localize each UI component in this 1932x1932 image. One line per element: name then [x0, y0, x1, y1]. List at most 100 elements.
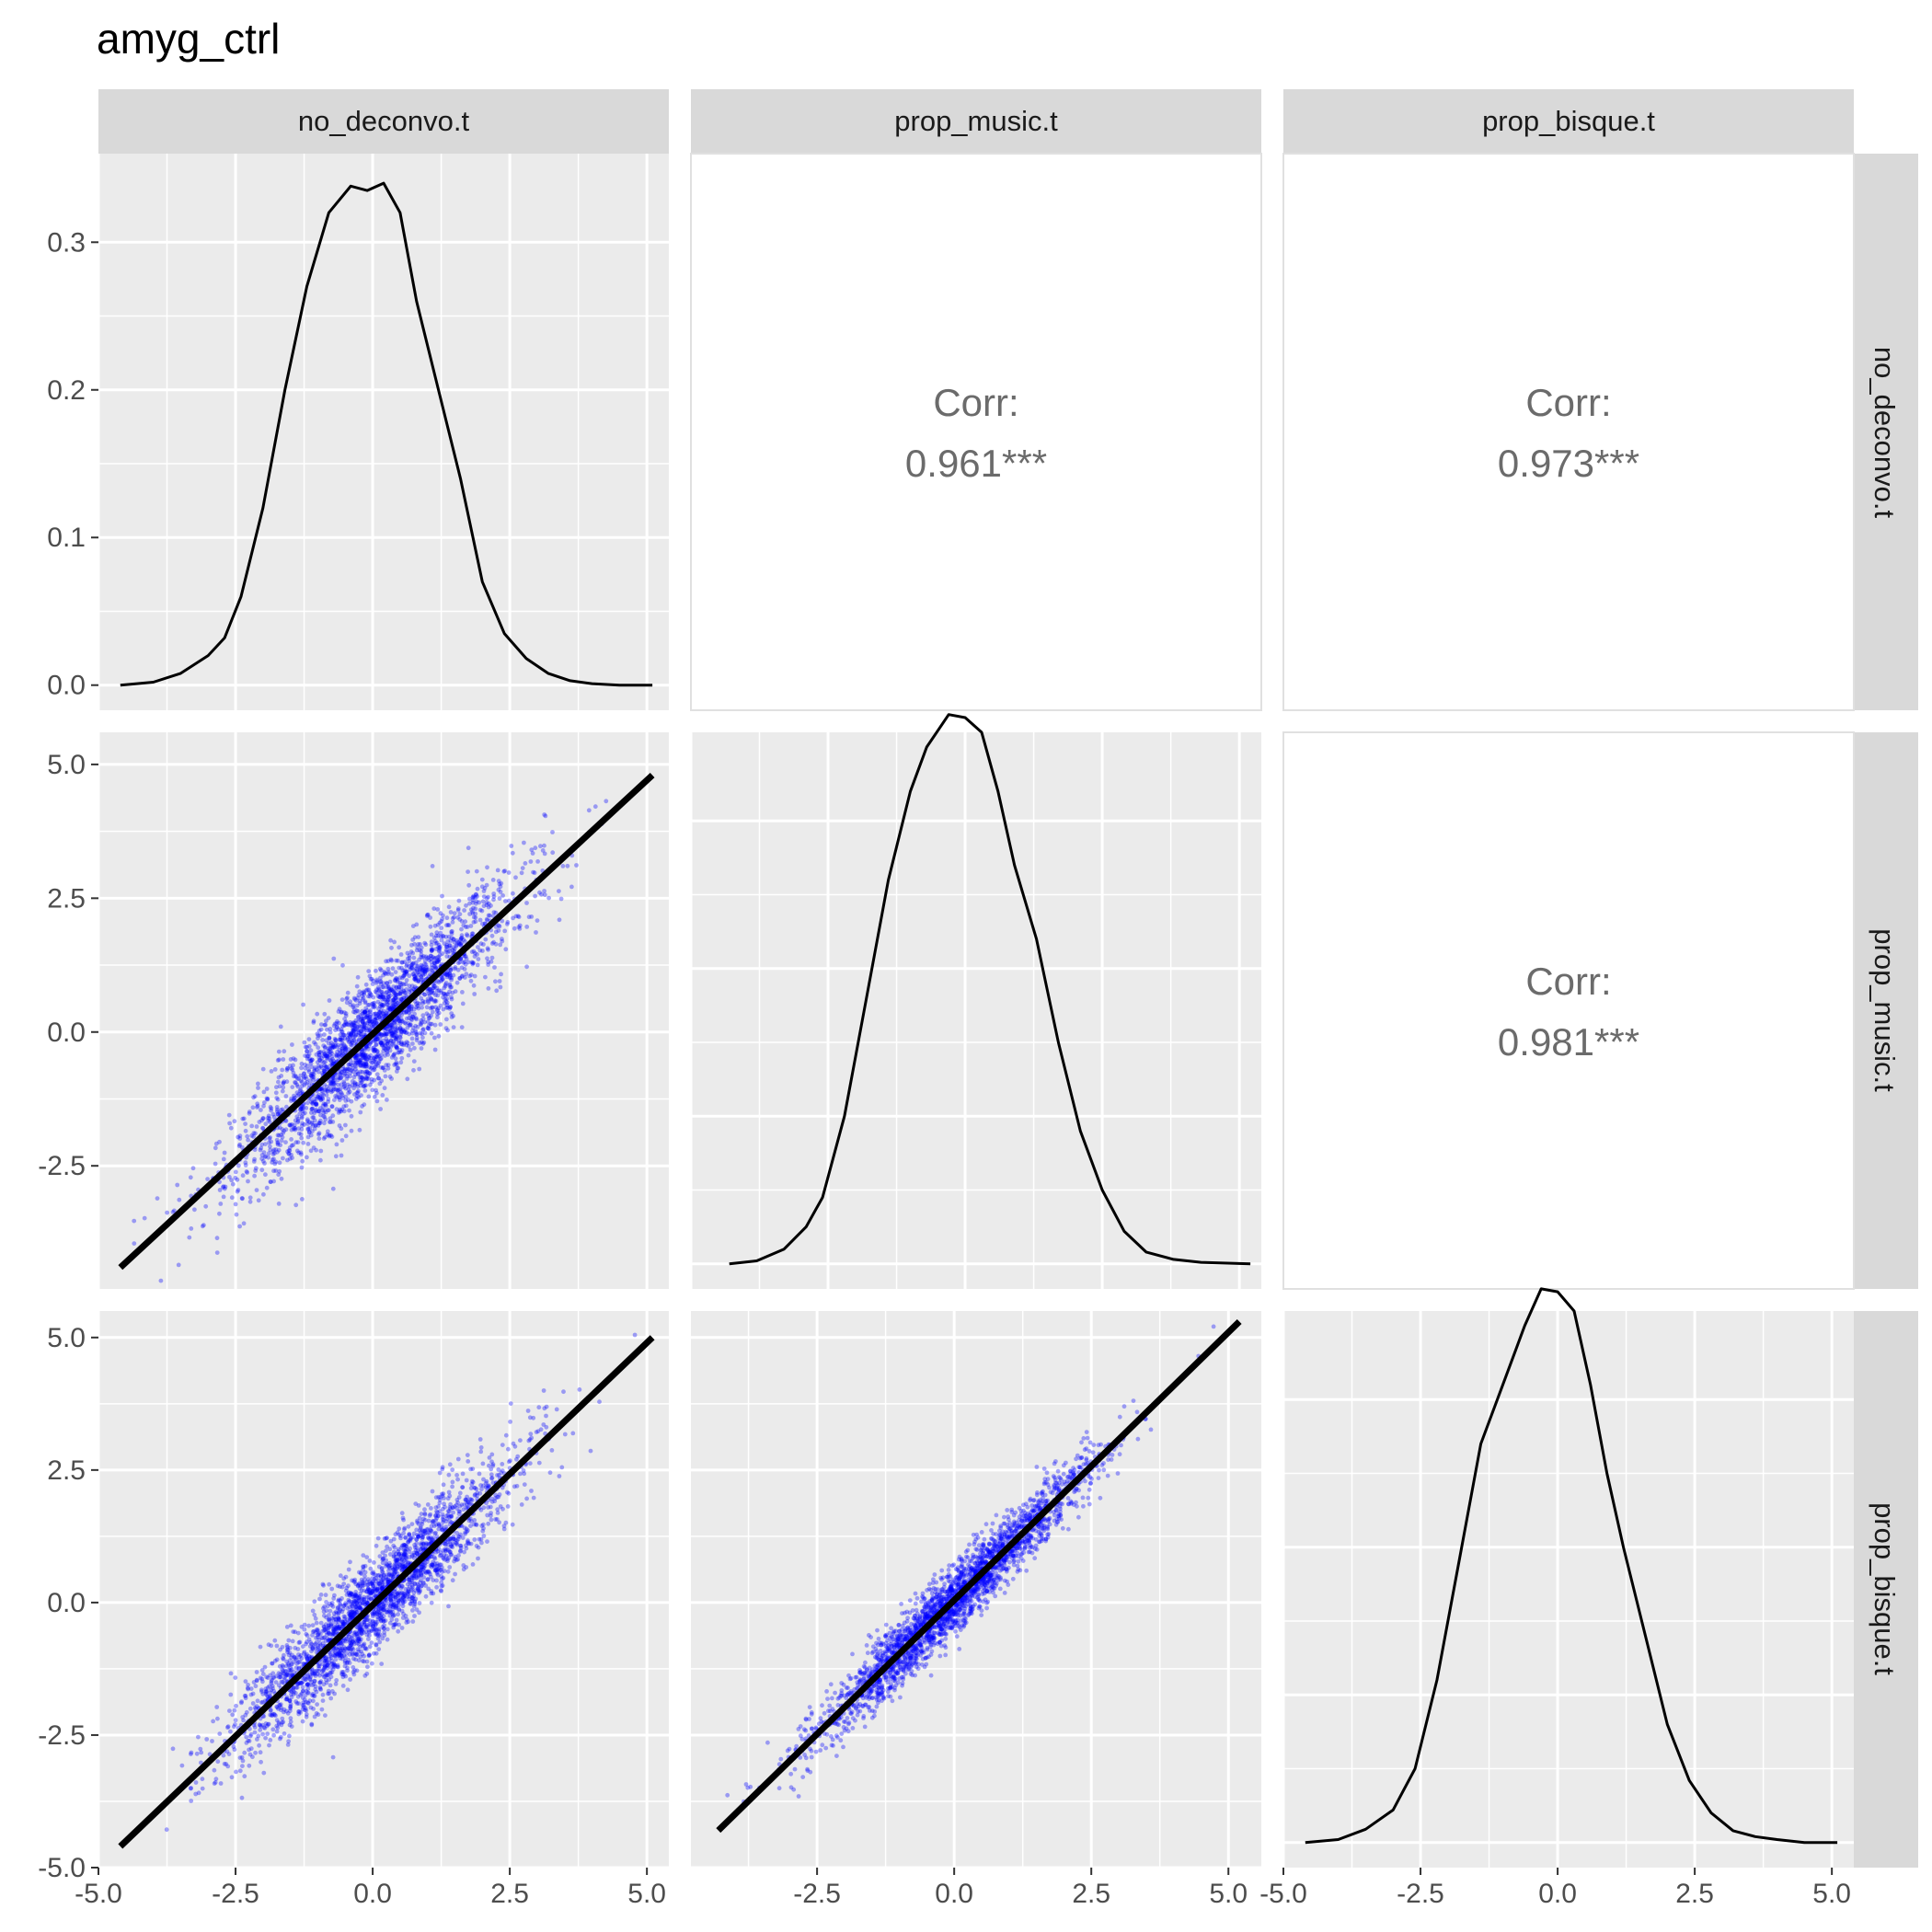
data-point: [247, 1195, 253, 1201]
data-point: [489, 933, 495, 938]
data-point: [326, 1041, 331, 1046]
data-point: [487, 913, 492, 918]
data-point: [363, 1026, 369, 1031]
data-point: [498, 984, 503, 990]
data-point: [357, 1060, 362, 1064]
data-point: [466, 1459, 471, 1464]
data-point: [314, 1147, 318, 1153]
data-point: [395, 1046, 399, 1051]
data-point: [262, 1100, 267, 1105]
data-point: [412, 968, 417, 973]
data-point: [374, 1090, 379, 1096]
data-point: [375, 1036, 381, 1041]
data-point: [276, 1049, 282, 1054]
data-point: [364, 1075, 370, 1081]
data-point: [490, 878, 496, 882]
data-point: [428, 1571, 432, 1577]
data-point: [398, 1040, 404, 1045]
data-point: [290, 1085, 295, 1089]
data-point: [393, 976, 398, 981]
column-strip-prop-bisque: prop_bisque.t: [1283, 89, 1854, 154]
data-point: [445, 939, 451, 944]
data-point: [311, 1075, 316, 1080]
row-strip-prop-bisque: prop_bisque.t: [1854, 1311, 1918, 1868]
data-point: [438, 911, 443, 916]
data-point: [399, 1626, 405, 1630]
data-point: [413, 1029, 418, 1033]
data-point: [476, 945, 480, 949]
data-point: [470, 909, 475, 914]
data-point: [360, 1079, 364, 1085]
data-point: [276, 1147, 282, 1153]
data-point: [408, 987, 413, 993]
data-point: [316, 1136, 322, 1141]
data-point: [513, 875, 518, 880]
data-point: [342, 1067, 348, 1073]
data-point: [378, 1107, 383, 1111]
data-point: [268, 1104, 273, 1110]
data-point: [444, 915, 450, 921]
data-point: [402, 1029, 407, 1034]
data-point: [557, 917, 562, 923]
data-point: [339, 1038, 345, 1043]
data-point: [423, 962, 429, 967]
data-point: [328, 1683, 333, 1688]
data-point: [436, 988, 442, 993]
data-point: [459, 974, 465, 979]
data-point: [455, 939, 461, 945]
data-point: [489, 903, 493, 908]
data-point: [351, 1665, 356, 1670]
data-point: [360, 1011, 365, 1017]
data-point: [524, 925, 530, 929]
data-point: [380, 1041, 385, 1047]
data-point: [442, 985, 447, 991]
data-point: [274, 1096, 280, 1100]
data-point: [362, 1053, 367, 1059]
data-point: [341, 1085, 347, 1089]
data-point: [331, 956, 337, 961]
data-point: [356, 1095, 362, 1099]
data-point: [458, 936, 464, 941]
data-point: [430, 962, 434, 968]
data-point: [364, 1659, 370, 1664]
data-point: [360, 994, 364, 998]
data-point: [368, 976, 374, 982]
data-point: [461, 960, 466, 965]
data-point: [240, 1196, 245, 1202]
data-point: [437, 1470, 443, 1476]
data-point: [313, 1065, 317, 1070]
data-point: [385, 1098, 389, 1102]
data-point: [373, 1060, 378, 1064]
data-point: [222, 1186, 227, 1191]
data-point: [443, 993, 448, 998]
data-point: [391, 1053, 396, 1058]
data-point: [493, 925, 499, 929]
data-point: [436, 980, 442, 984]
data-point: [260, 1158, 266, 1164]
data-point: [449, 975, 454, 981]
data-point: [425, 1502, 431, 1507]
data-point: [381, 981, 386, 986]
data-point: [430, 1021, 434, 1027]
data-point: [526, 914, 532, 920]
data-point: [300, 1123, 305, 1128]
data-point: [374, 981, 379, 985]
data-point: [383, 1033, 388, 1038]
data-point: [308, 1059, 313, 1064]
data-point: [358, 1058, 363, 1063]
data-point: [337, 1123, 342, 1128]
data-point: [412, 977, 418, 982]
data-point: [415, 1000, 420, 1006]
data-point: [432, 1022, 438, 1028]
data-point: [333, 1154, 339, 1159]
data-point: [352, 1082, 358, 1087]
data-point: [475, 886, 480, 891]
data-point: [388, 1038, 394, 1043]
data-point: [362, 1029, 367, 1035]
data-point: [455, 914, 460, 920]
data-point: [246, 1137, 250, 1143]
data-point: [410, 961, 415, 967]
data-point: [357, 998, 362, 1004]
data-point: [175, 1182, 180, 1188]
data-point: [450, 1467, 455, 1472]
